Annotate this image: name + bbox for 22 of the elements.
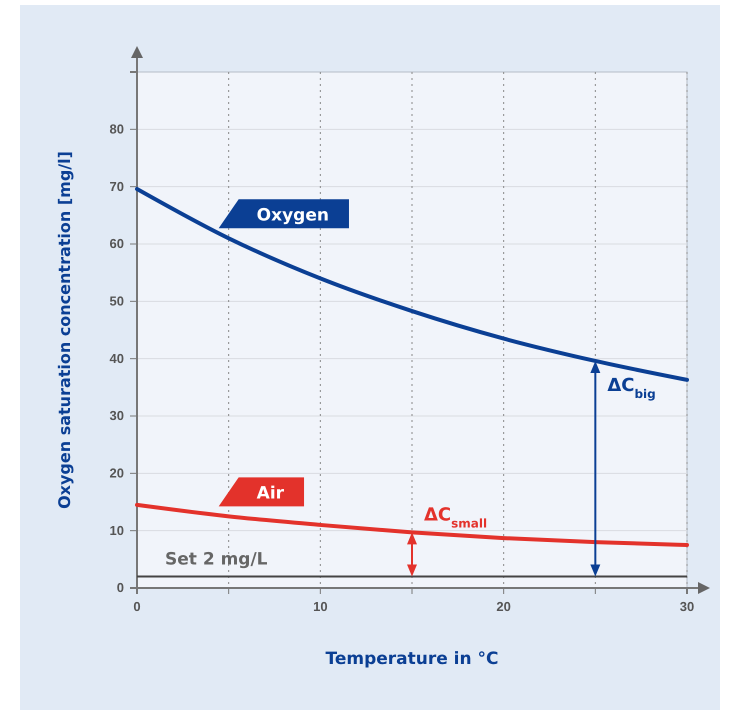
ref-line-label: Set 2 mg/L — [165, 550, 268, 570]
y-tick-label: 10 — [110, 522, 124, 538]
y-tick-label: 70 — [110, 178, 124, 194]
annotation: ΔC$_{big}$ — [607, 374, 656, 401]
name-tag: Air — [218, 477, 304, 506]
line-series — [135, 502, 689, 547]
x-tick-label: 10 — [313, 599, 328, 614]
x-tick-label: 20 — [496, 599, 511, 614]
x-tick-label: 30 — [680, 599, 694, 614]
y-tick-label: 20 — [110, 465, 124, 480]
y-tick-label: 60 — [110, 236, 124, 252]
y-tick-label: 40 — [110, 350, 124, 366]
annotation: ΔC$_{small}$ — [424, 504, 488, 530]
y-tick-label: 80 — [110, 121, 124, 136]
y-tick-label: 0 — [116, 580, 124, 596]
series-label: Air — [256, 483, 285, 504]
x-tick-label: 0 — [133, 599, 141, 614]
y-tick-label: 30 — [110, 408, 124, 424]
y-axis-title: Oxygen saturation concentration [mg/l] — [55, 151, 74, 509]
x-axis-title: Temperature in °C — [325, 649, 499, 669]
y-tick-label: 50 — [110, 293, 124, 308]
series-label: Oxygen — [256, 205, 329, 226]
